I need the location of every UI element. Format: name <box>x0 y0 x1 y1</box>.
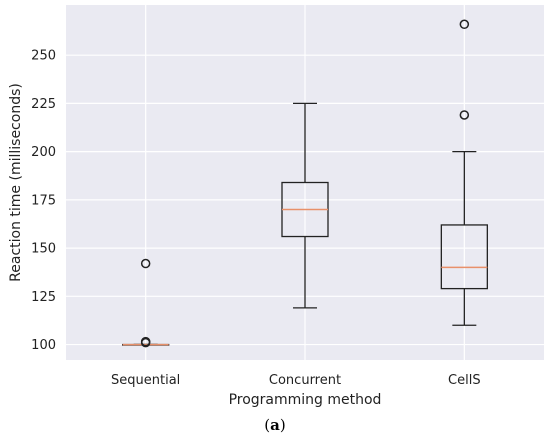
caption-close: ) <box>280 416 286 434</box>
outlier-point <box>140 336 151 347</box>
outlier-point <box>459 19 470 30</box>
x-tick-label: Sequential <box>111 373 180 388</box>
caption-open: ( <box>264 416 270 434</box>
y-axis-label: Reaction time (milliseconds) <box>8 83 24 282</box>
y-tick-label: 225 <box>31 97 56 112</box>
box-sequential <box>122 258 170 348</box>
y-tick-label: 250 <box>31 49 56 64</box>
box-concurrent <box>281 102 329 309</box>
x-tick-label: Concurrent <box>269 373 341 388</box>
x-axis-ticks: Sequential Concurrent CellS <box>111 373 481 388</box>
x-tick-label: CellS <box>448 373 481 388</box>
box-cells <box>440 19 488 326</box>
y-tick-label: 125 <box>31 290 56 305</box>
y-tick-label: 100 <box>31 338 56 353</box>
y-axis-ticks: 100 125 150 175 200 225 250 <box>31 49 56 353</box>
y-tick-label: 150 <box>31 242 56 257</box>
y-tick-label: 175 <box>31 193 56 208</box>
caption-letter: a <box>270 416 280 434</box>
outlier-point <box>459 110 470 120</box>
figure-caption: (a) <box>264 416 285 434</box>
outlier-point <box>140 258 151 269</box>
y-tick-label: 200 <box>31 145 56 160</box>
box-rect <box>440 224 488 290</box>
x-axis-label: Programming method <box>229 392 382 408</box>
box-plot-series <box>122 19 488 348</box>
